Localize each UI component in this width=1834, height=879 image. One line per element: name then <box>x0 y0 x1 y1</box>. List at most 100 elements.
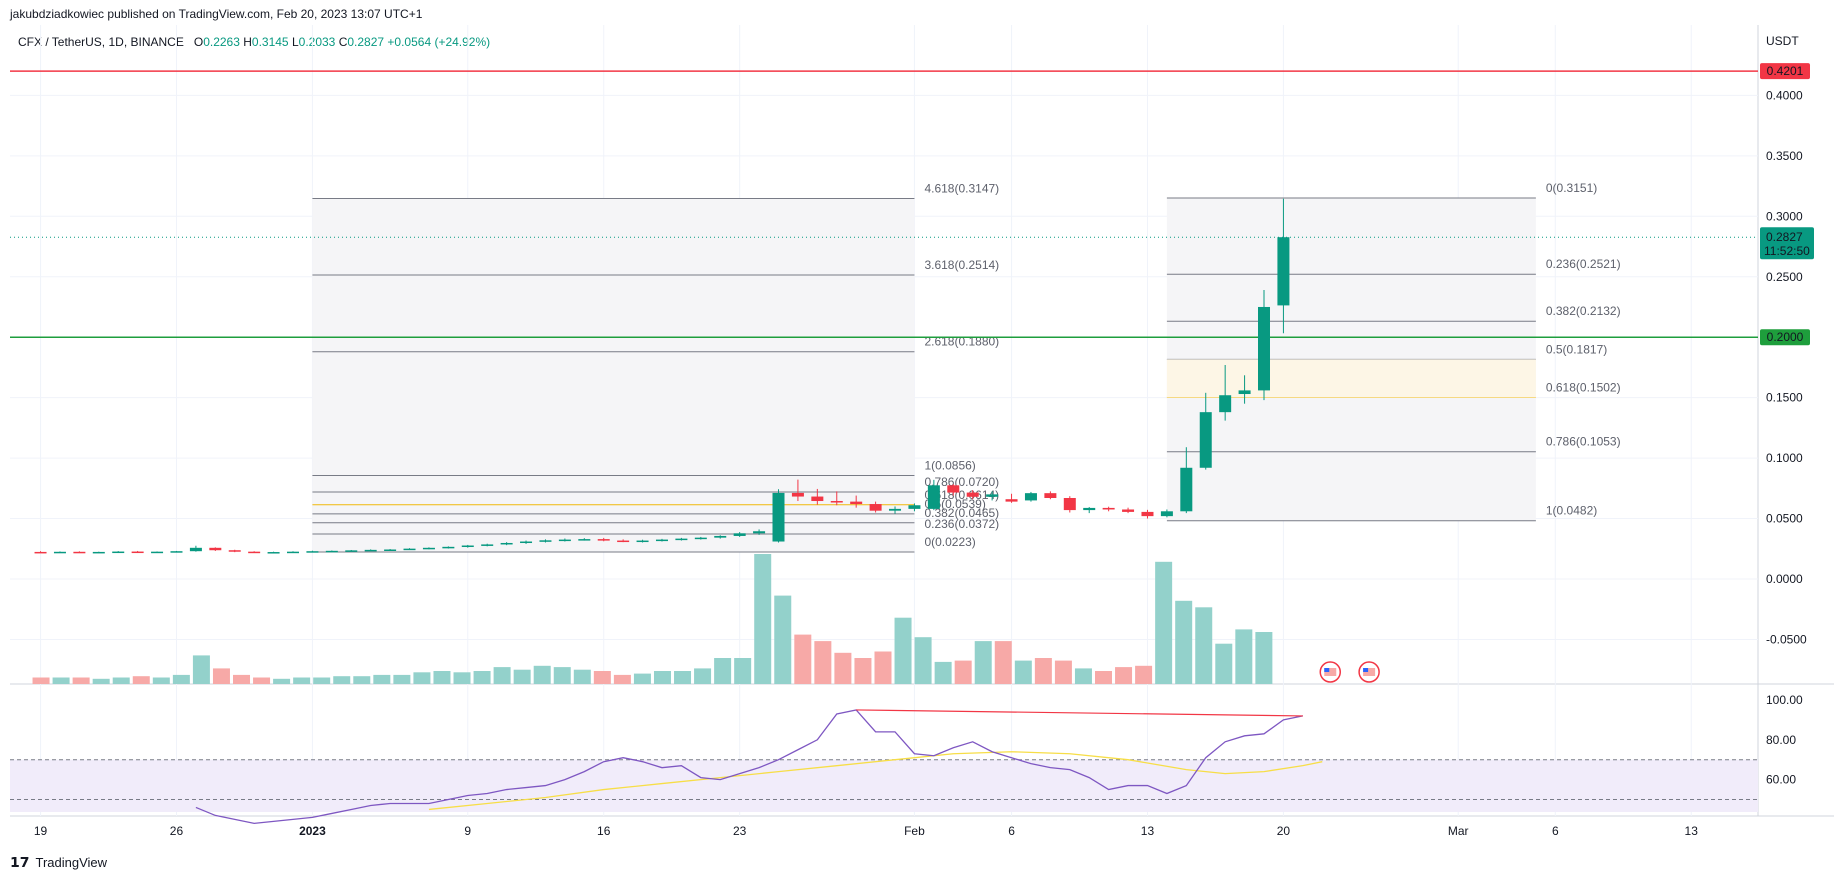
candle-down <box>1044 493 1057 498</box>
candle-up <box>151 551 164 554</box>
candle-up <box>422 547 435 550</box>
y-tick-label: 0.1500 <box>1766 391 1803 405</box>
volume-bar <box>433 671 451 684</box>
event-icons[interactable] <box>1319 661 1380 683</box>
fib-left-level-label: 0.382(0.0465) <box>924 506 999 520</box>
volume-bar <box>1095 671 1113 684</box>
candle-up <box>714 535 727 538</box>
volume-bar <box>573 669 591 684</box>
y-tick-label: 0.0000 <box>1766 572 1803 586</box>
candle-up <box>481 544 494 546</box>
fib-right-level-label: 0.382(0.2132) <box>1546 304 1621 318</box>
fib-right-level-label: 1(0.0482) <box>1546 504 1597 518</box>
x-tick-label: 2023 <box>299 824 326 838</box>
candle-up <box>1160 511 1173 517</box>
volume-bar <box>533 665 551 684</box>
volume-bar <box>393 674 411 684</box>
candle-up <box>403 548 416 551</box>
volume-bar <box>1034 658 1052 684</box>
axes[interactable]: 0.4000 0.3500 0.3000 0.2500 0.2000 0.1500 0.10… <box>34 34 1807 838</box>
volume-bar <box>233 674 251 684</box>
y-tick-label: 0.2500 <box>1766 270 1803 284</box>
candle-down <box>947 485 960 493</box>
x-tick-label: 13 <box>1685 824 1699 838</box>
symbol-name[interactable]: CFX / TetherUS, 1D, BINANCE <box>18 35 184 49</box>
candle-up <box>986 494 999 497</box>
volume-bar <box>754 554 772 684</box>
x-tick-label: 6 <box>1008 824 1015 838</box>
volume-bar <box>934 661 952 684</box>
open-label: O <box>193 35 204 49</box>
candle-up <box>733 533 746 536</box>
candle-up <box>461 545 474 548</box>
fib-right-level-label: 0(0.3151) <box>1546 181 1597 195</box>
volume-bar <box>593 671 611 684</box>
candle-up <box>1219 395 1232 413</box>
rsi-tick-label: 60.00 <box>1766 773 1796 787</box>
volume-bar <box>553 667 571 684</box>
tradingview-logo[interactable]: 𝟭𝟳 TradingView <box>10 854 107 871</box>
candle-down <box>73 551 86 554</box>
candle-up <box>170 551 183 553</box>
volume-bar <box>1054 660 1072 684</box>
volume-bar <box>212 668 230 684</box>
candle-up <box>1238 390 1251 395</box>
candle-up <box>1180 467 1193 512</box>
volume-bar <box>1215 643 1233 684</box>
open-value: 0.2263 <box>203 35 240 49</box>
candle-down <box>1122 509 1135 512</box>
volume-bar <box>413 672 431 684</box>
horizontal-lines[interactable] <box>10 70 1758 338</box>
fib-left-level-label: 0.786(0.0720) <box>924 475 999 489</box>
x-tick-label: 6 <box>1552 824 1559 838</box>
volume-bar <box>353 676 371 684</box>
y-tick-label: 0.3000 <box>1766 209 1803 223</box>
close-value: 0.2827 <box>347 35 385 49</box>
candle-down <box>830 501 843 503</box>
volume-bar <box>894 617 912 684</box>
price-badge-label: 0.2000 <box>1767 330 1804 344</box>
fib-right-level-label: 0.618(0.1502) <box>1546 380 1621 394</box>
fib-right-level-label: 0.786(0.1053) <box>1546 435 1621 449</box>
volume-bar <box>994 641 1012 684</box>
volume-bar <box>874 651 892 684</box>
fib-left-level-label: 2.618(0.1880) <box>924 335 999 349</box>
rsi-pane[interactable] <box>10 709 1758 825</box>
low-label: L <box>291 35 299 49</box>
volume-bar <box>333 676 351 684</box>
high-label: H <box>243 35 252 49</box>
volume-bar <box>72 677 90 684</box>
fib-right-level-label: 0.236(0.2521) <box>1546 257 1621 271</box>
volume-bar <box>52 677 70 684</box>
x-tick-label: 23 <box>733 824 747 838</box>
candle-up <box>325 550 338 553</box>
candle-up <box>889 508 902 511</box>
x-tick-label: 9 <box>464 824 471 838</box>
candle-up <box>772 492 785 542</box>
us-flag-canton-icon <box>1324 668 1330 672</box>
volume-bar <box>834 652 852 684</box>
candle-up <box>287 551 299 554</box>
candle-up <box>675 538 688 541</box>
rsi-ma-line <box>428 751 1323 811</box>
candle-down <box>811 496 824 502</box>
y-tick-label: 0.0500 <box>1766 512 1803 526</box>
volume-bar <box>313 677 331 684</box>
candle-up <box>442 546 455 549</box>
fib-left-level-label: 1(0.0856) <box>924 459 975 473</box>
rsi-divergence-line[interactable] <box>856 709 1303 717</box>
volume-bar <box>273 678 291 684</box>
x-tick-label: 19 <box>34 824 48 838</box>
volume-bar <box>1175 600 1193 684</box>
volume-bar <box>1074 668 1092 684</box>
y-tick-label: 0.3500 <box>1766 149 1803 163</box>
fib-retracements[interactable]: 4.618(0.3147) 3.618(0.2514) 2.618(0.1880) 1… <box>312 181 1621 553</box>
candle-up <box>267 552 280 554</box>
volume-bar <box>253 677 271 684</box>
candle-up <box>189 547 202 552</box>
fib-left-level-label: 0.236(0.0372) <box>924 517 999 531</box>
candle-down <box>966 492 979 497</box>
grid <box>10 25 1834 817</box>
volume-bar <box>1235 629 1253 684</box>
